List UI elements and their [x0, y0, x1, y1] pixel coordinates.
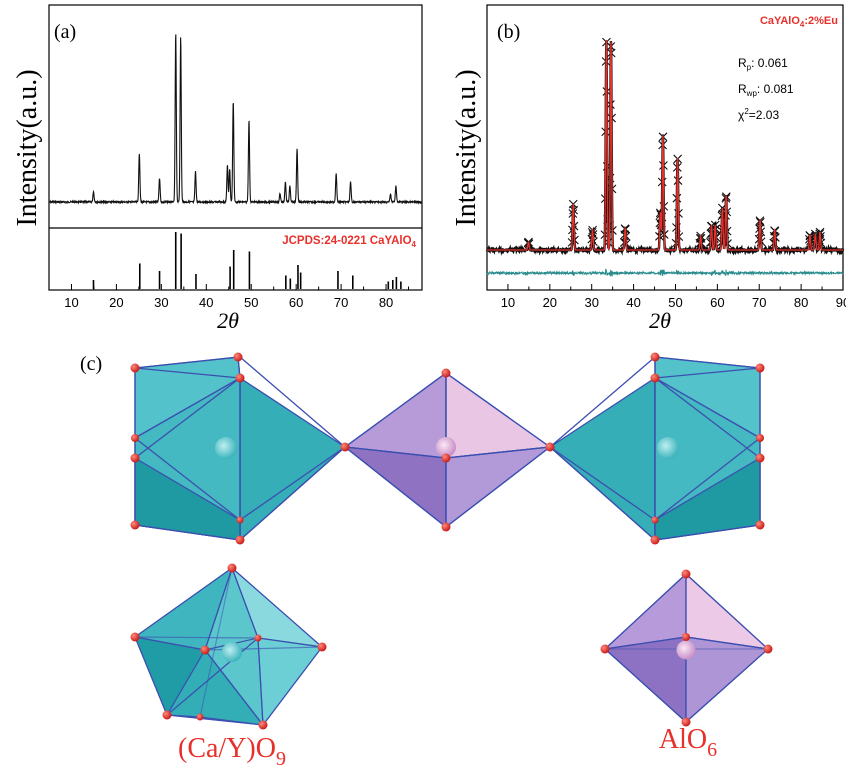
- panel-b-rwp: Rwp: 0.081: [738, 82, 794, 98]
- x-tick-label: 10: [501, 295, 515, 310]
- center-al-atom: [436, 437, 456, 457]
- isolated-cay-o9-polyhedron: [130, 563, 327, 730]
- oxygen-atom: [681, 717, 691, 727]
- panel-b-sample-label: CaYAlO4:2%Eu: [760, 15, 838, 29]
- panel-a-reference-sticks: [92, 232, 402, 289]
- isolated-cay-center-atom: [222, 642, 242, 662]
- oxygen-atom: [650, 535, 660, 545]
- panel-b-x-axis: 10 20 30 40 50 60 70 80 90: [486, 284, 846, 310]
- x-tick-label: 20: [109, 295, 123, 310]
- oxygen-atom: [235, 373, 245, 383]
- panel-a-frame: [48, 4, 423, 291]
- oxygen-atom: [131, 434, 139, 442]
- x-tick-label: 20: [543, 295, 557, 310]
- oxygen-atom: [130, 632, 140, 642]
- x-tick-label: 50: [668, 295, 682, 310]
- panel-b-rietveld-refinement: (b) Intensity(a.u.) 2θ CaYAlO4:2%Eu Rp: …: [451, 4, 846, 333]
- chain-oxygen-atoms: [130, 352, 765, 545]
- panel-c-crystal-structure: (c): [80, 352, 773, 770]
- panel-c-label: (c): [80, 353, 102, 375]
- oxygen-atom: [130, 453, 140, 463]
- oxygen-atom: [317, 642, 327, 652]
- oxygen-atom: [545, 442, 555, 452]
- oxygen-atom: [235, 535, 245, 545]
- oxygen-atom: [162, 710, 172, 720]
- x-tick-label: 50: [244, 295, 258, 310]
- oxygen-atom: [600, 644, 610, 654]
- oxygen-atom: [681, 569, 691, 579]
- x-tick-label: 70: [334, 295, 348, 310]
- oxygen-atom: [130, 363, 140, 373]
- oxygen-atom: [755, 453, 765, 463]
- panel-a-label: (a): [54, 21, 76, 43]
- panel-b-ylabel: Intensity(a.u.): [451, 69, 482, 226]
- oxygen-atom: [441, 368, 451, 378]
- panel-b-chi-squared: χ2=2.03: [738, 107, 779, 122]
- x-tick-label: 60: [289, 295, 303, 310]
- panel-a-x-axis: 10 20 30 40 50 60 70 80: [48, 284, 410, 310]
- center-alo6-octahedron: [344, 372, 551, 528]
- x-tick-label: 40: [199, 295, 213, 310]
- x-tick-label: 30: [154, 295, 168, 310]
- right-cay-polyhedron: [549, 356, 761, 541]
- panel-b-label: (b): [497, 21, 520, 43]
- oxygen-atom: [682, 633, 690, 641]
- x-tick-label: 60: [710, 295, 724, 310]
- oxygen-atom: [196, 713, 204, 721]
- x-tick-label: 80: [379, 295, 393, 310]
- oxygen-atom: [756, 434, 764, 442]
- alo6-caption: AlO6: [659, 724, 717, 761]
- difference-profile: [486, 268, 844, 277]
- oxygen-atom: [258, 720, 268, 730]
- oxygen-atom: [651, 516, 659, 524]
- x-tick-label: 90: [836, 295, 846, 310]
- oxygen-atom: [200, 645, 210, 655]
- panel-b-xlabel: 2θ: [649, 308, 671, 333]
- panel-a-ylabel: Intensity(a.u.): [12, 69, 43, 226]
- panel-a-pattern-line: [48, 34, 423, 205]
- panel-a-reference-label: JCPDS:24-0221 CaYAlO4: [282, 235, 416, 249]
- oxygen-atom: [254, 634, 262, 642]
- panel-b-difference-curve: [486, 268, 844, 277]
- left-cay-center-atom: [215, 437, 237, 459]
- panel-b-calculated-fit: [487, 40, 843, 251]
- panel-b-observed-points: [485, 37, 845, 257]
- oxygen-atom: [340, 442, 350, 452]
- left-cay-polyhedron: [134, 356, 346, 541]
- panel-b-rp: Rp: 0.061: [738, 56, 788, 72]
- x-tick-label: 30: [584, 295, 598, 310]
- x-tick-label: 40: [626, 295, 640, 310]
- isolated-alo6-octahedron: [600, 569, 773, 727]
- calculated-profile: [487, 40, 843, 251]
- oxygen-atom: [233, 352, 243, 362]
- x-tick-label: 80: [794, 295, 808, 310]
- isolated-al-atom: [676, 640, 696, 660]
- x-tick-label: 70: [752, 295, 766, 310]
- panel-a-xrd-pattern: (a) Intensity(a.u.) 2θ JCPDS:24-0221 CaY…: [12, 4, 423, 333]
- oxygen-atom: [130, 520, 140, 530]
- panel-a-measured-pattern: [48, 34, 423, 205]
- oxygen-atom: [650, 352, 660, 362]
- panel-b-frame: [486, 4, 844, 291]
- oxygen-atom: [755, 520, 765, 530]
- oxygen-atom: [236, 516, 244, 524]
- oxygen-atom: [650, 373, 660, 383]
- oxygen-atom: [227, 563, 237, 573]
- oxygen-atom: [441, 522, 451, 532]
- panel-a-xlabel: 2θ: [217, 308, 239, 333]
- oxygen-atom: [755, 363, 765, 373]
- oxygen-atom: [441, 453, 451, 463]
- oxygen-atom: [763, 644, 773, 654]
- right-cay-center-atom: [657, 437, 679, 459]
- cay-o9-caption: (Ca/Y)O9: [178, 733, 286, 770]
- x-tick-label: 10: [64, 295, 78, 310]
